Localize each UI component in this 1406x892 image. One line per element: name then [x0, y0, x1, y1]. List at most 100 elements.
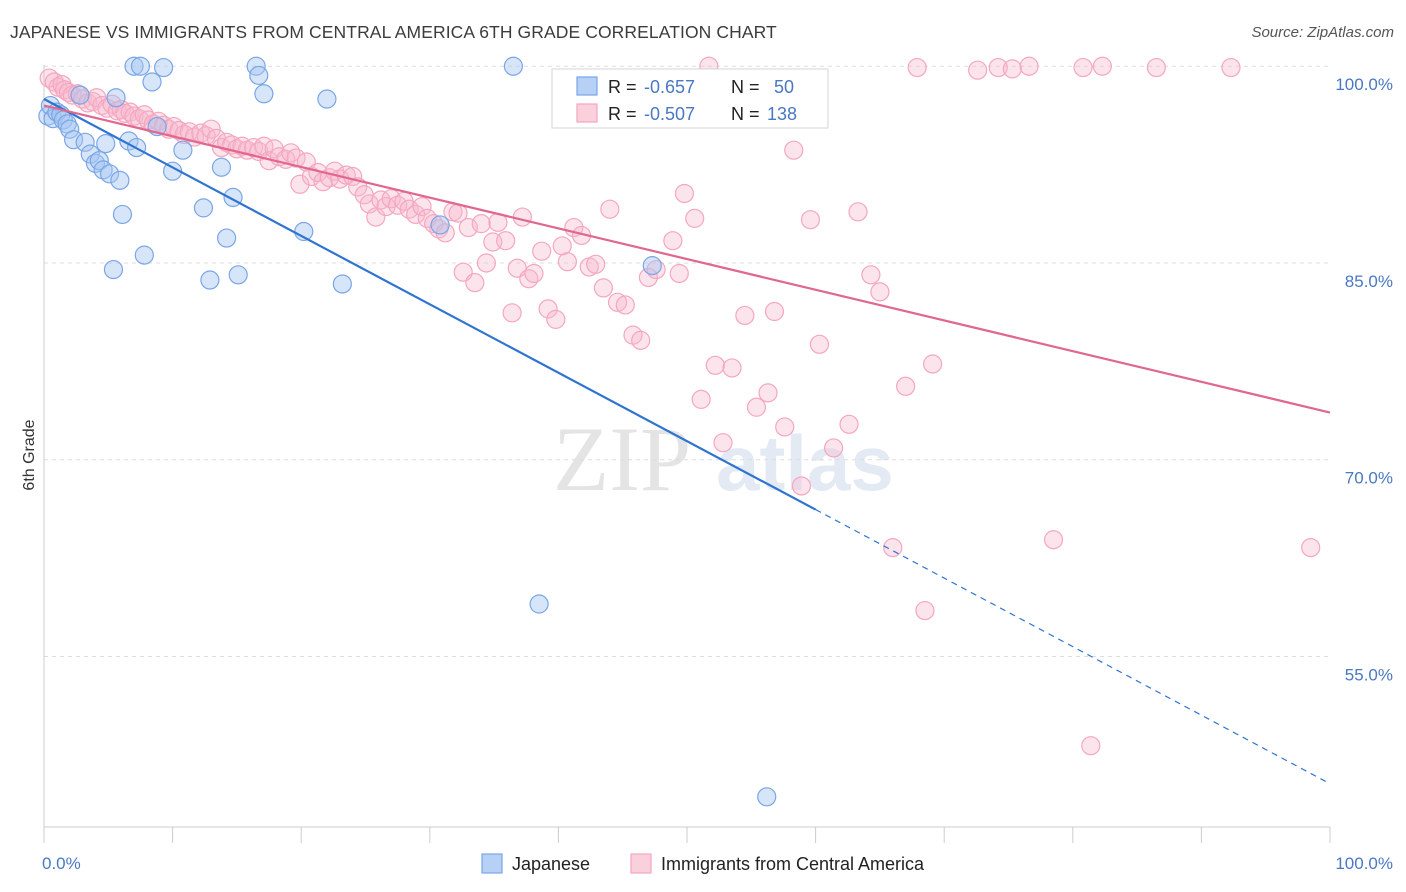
immigrants-point	[1019, 56, 1039, 76]
japanese-point	[96, 134, 116, 154]
immigrants-point	[546, 309, 566, 329]
stats-r-value-immigrants: -0.507	[644, 104, 695, 124]
immigrants-point	[519, 269, 539, 289]
immigrants-point	[870, 282, 890, 302]
japanese-point	[211, 157, 232, 177]
stats-legend-swatch-immigrants	[576, 103, 598, 123]
stats-legend-box	[551, 68, 829, 129]
immigrants-point	[52, 74, 72, 95]
immigrants-point	[883, 538, 903, 558]
immigrants-point	[593, 278, 614, 298]
x-tick-label-max: 100.0%	[1335, 854, 1393, 873]
legend-swatch-immigrants	[630, 853, 652, 874]
immigrants-point	[1043, 530, 1064, 550]
immigrants-point	[502, 303, 522, 323]
immigrants-point	[1073, 57, 1093, 78]
japanese-point	[142, 72, 162, 92]
immigrants-point	[923, 354, 943, 374]
immigrants-point	[848, 202, 868, 222]
immigrants-point	[607, 292, 628, 312]
japanese-point	[110, 170, 130, 190]
japanese-point	[103, 259, 124, 280]
japanese-point	[153, 57, 174, 78]
japanese-point	[124, 56, 144, 76]
series-legend: Japanese Immigrants from Central America	[481, 853, 925, 874]
immigrants-point	[824, 438, 844, 458]
immigrants-point	[281, 143, 301, 163]
japanese-point	[75, 132, 95, 152]
japanese-trend-extension	[815, 509, 1331, 785]
japanese-point	[63, 130, 84, 150]
immigrants-point	[1081, 736, 1101, 756]
stats-n-value-immigrants: 138	[767, 104, 797, 124]
stats-n-label-immigrants: N =	[731, 104, 760, 124]
legend-label-immigrants: Immigrants from Central America	[661, 854, 925, 874]
japanese-point	[193, 198, 214, 218]
immigrants-point	[663, 231, 683, 251]
chart-source: Source: ZipAtlas.com	[1251, 24, 1394, 41]
immigrants-point	[406, 204, 426, 225]
immigrants-point	[896, 376, 916, 396]
japanese-point	[60, 119, 80, 139]
japanese-point	[106, 88, 126, 108]
immigrants-point	[735, 305, 755, 326]
japanese-point	[642, 256, 662, 276]
japanese-point	[254, 84, 274, 104]
gridlines	[44, 65, 1332, 657]
y-tick-label: 55.0%	[1345, 665, 1393, 684]
immigrants-point	[290, 174, 310, 194]
watermark-atlas: atlas	[716, 419, 894, 507]
japanese-point	[757, 787, 777, 807]
japanese-point	[173, 140, 193, 160]
immigrants-point	[412, 196, 432, 217]
immigrants-point	[861, 265, 881, 285]
immigrants-trend-line	[43, 104, 1331, 414]
immigrants-point	[685, 208, 705, 228]
series-immigrants-central-america-points	[39, 56, 1321, 756]
immigrants-point	[1092, 56, 1112, 76]
japanese-point	[200, 270, 220, 290]
immigrants-point	[791, 476, 812, 496]
immigrants-point	[476, 253, 496, 273]
immigrants-point	[775, 417, 795, 437]
axes: 100.0% 85.0% 70.0% 55.0%	[43, 65, 1393, 843]
japanese-point	[130, 56, 151, 76]
immigrants-point	[691, 389, 711, 409]
stats-r-value-japanese: -0.657	[644, 77, 695, 97]
immigrants-point	[988, 57, 1008, 78]
immigrants-point	[722, 358, 742, 378]
legend-swatch-japanese	[481, 853, 503, 874]
stats-n-value-japanese: 50	[774, 77, 794, 97]
immigrants-point	[784, 140, 804, 160]
stats-r-label-immigrants: R =	[608, 104, 637, 124]
immigrants-point	[532, 241, 552, 261]
immigrants-point	[638, 267, 659, 288]
chart-title: JAPANESE VS IMMIGRANTS FROM CENTRAL AMER…	[10, 22, 777, 42]
immigrants-point	[286, 148, 306, 168]
japanese-point	[70, 85, 90, 105]
immigrants-point	[674, 183, 695, 204]
watermark-zip: ZIP	[553, 408, 691, 510]
immigrants-point	[124, 106, 144, 126]
immigrants-point	[669, 263, 689, 284]
japanese-point	[332, 274, 352, 294]
japanese-point	[134, 245, 154, 265]
immigrants-point	[631, 330, 651, 350]
stats-legend-swatch-japanese	[576, 76, 598, 96]
immigrants-point	[809, 334, 830, 354]
japanese-point	[529, 594, 549, 614]
japanese-point	[503, 56, 523, 76]
immigrants-point	[512, 207, 532, 227]
y-axis-label: 6th Grade	[21, 419, 38, 490]
immigrants-point	[557, 252, 578, 272]
immigrants-point	[201, 119, 221, 139]
legend-label-japanese: Japanese	[512, 854, 590, 874]
immigrants-point	[1002, 59, 1022, 79]
japanese-point	[228, 265, 248, 285]
immigrants-point	[615, 295, 635, 315]
japanese-point	[112, 204, 133, 225]
y-tick-label: 70.0%	[1345, 469, 1393, 488]
immigrants-point	[915, 600, 935, 621]
immigrants-point	[44, 72, 64, 92]
japanese-trend-line	[43, 98, 817, 511]
